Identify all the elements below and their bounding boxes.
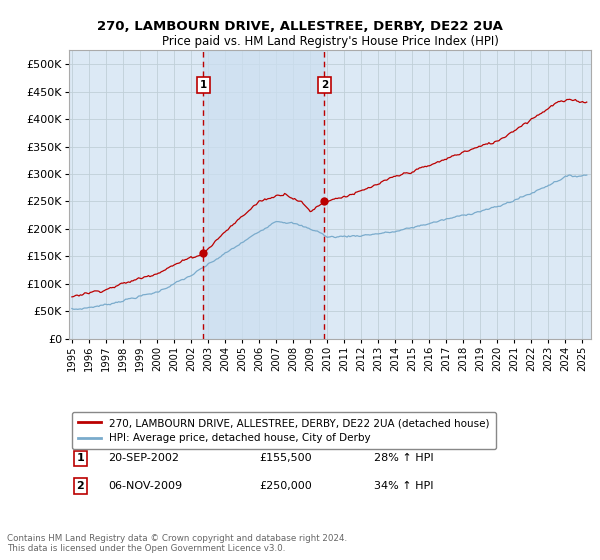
Text: £250,000: £250,000: [260, 481, 312, 491]
Text: 270, LAMBOURN DRIVE, ALLESTREE, DERBY, DE22 2UA: 270, LAMBOURN DRIVE, ALLESTREE, DERBY, D…: [97, 20, 503, 32]
Text: 1: 1: [77, 454, 85, 464]
Bar: [203, 50, 325, 339]
Text: 34% ↑ HPI: 34% ↑ HPI: [374, 481, 434, 491]
Text: 06-NOV-2009: 06-NOV-2009: [108, 481, 182, 491]
Text: Contains HM Land Registry data © Crown copyright and database right 2024.
This d: Contains HM Land Registry data © Crown c…: [7, 534, 347, 553]
Text: 2: 2: [321, 80, 328, 90]
Text: 2: 2: [77, 481, 85, 491]
Text: 1: 1: [200, 80, 207, 90]
Legend: 270, LAMBOURN DRIVE, ALLESTREE, DERBY, DE22 2UA (detached house), HPI: Average p: 270, LAMBOURN DRIVE, ALLESTREE, DERBY, D…: [71, 412, 496, 450]
Text: 28% ↑ HPI: 28% ↑ HPI: [374, 454, 434, 464]
Title: Price paid vs. HM Land Registry's House Price Index (HPI): Price paid vs. HM Land Registry's House …: [161, 35, 499, 48]
Text: £155,500: £155,500: [260, 454, 312, 464]
Text: 20-SEP-2002: 20-SEP-2002: [108, 454, 179, 464]
